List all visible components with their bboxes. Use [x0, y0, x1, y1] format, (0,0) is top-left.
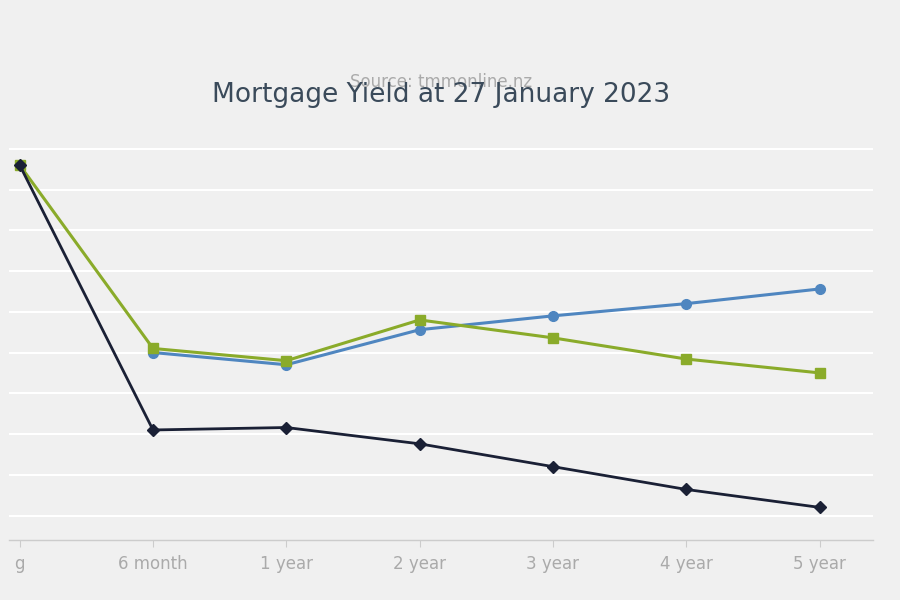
Text: Source: tmmonline.nz: Source: tmmonline.nz — [350, 73, 532, 91]
Title: Mortgage Yield at 27 January 2023: Mortgage Yield at 27 January 2023 — [212, 82, 670, 108]
